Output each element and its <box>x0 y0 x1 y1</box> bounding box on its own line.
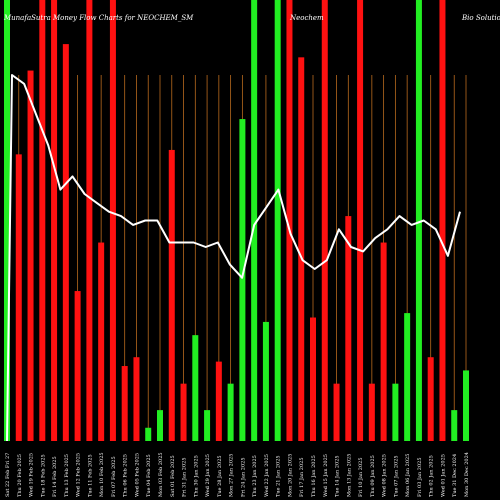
bar <box>451 410 458 441</box>
x-tick-label: Thu 23 Jan 2025 <box>252 455 258 497</box>
bar <box>298 57 305 442</box>
x-tick-label: Fri 07 Feb 2025 <box>111 456 117 497</box>
bar <box>39 0 46 441</box>
x-tick-label: Mon 30 Dec 2024 <box>464 452 470 497</box>
bar <box>27 70 34 441</box>
x-tick-label: Thu 09 Jan 2025 <box>370 455 376 497</box>
bar <box>368 383 375 441</box>
chart-title: MunafaSutra Money Flow Charts for NEOCHE… <box>3 14 194 22</box>
bar <box>168 149 175 441</box>
bar <box>62 44 69 441</box>
x-tick-label: Tue 07 Jan 2025 <box>393 455 399 497</box>
bar <box>227 383 234 441</box>
chart-title-right: Bio Solutions <box>461 14 500 22</box>
x-tick-label: Thu 06 Feb 2025 <box>123 454 129 497</box>
bar <box>404 313 411 441</box>
bar <box>180 383 187 441</box>
bar <box>121 366 128 441</box>
x-tick-label: Fri 10 Jan 2025 <box>358 457 364 497</box>
x-tick-label: Tue 14 Jan 2025 <box>335 455 341 497</box>
x-tick-label: Tue 31 Dec 2024 <box>452 454 458 497</box>
bar <box>392 383 399 441</box>
x-tick-label: Tue 21 Jan 2025 <box>276 455 282 497</box>
x-tick-label: Sat 22 Feb Fri 27 <box>5 453 11 497</box>
bar <box>251 0 258 441</box>
x-tick-label: Tue 11 Feb 2025 <box>87 454 93 497</box>
x-tick-label: Wed 01 Jan 2025 <box>441 454 447 497</box>
bar <box>357 0 364 441</box>
x-tick-label: Thu 30 Jan 2025 <box>193 455 199 497</box>
bar <box>204 410 211 441</box>
x-tick-label: Mon 20 Jan 2025 <box>288 454 294 497</box>
bar <box>74 291 81 441</box>
bar <box>109 0 116 441</box>
x-tick-label: Fri 17 Jan 2025 <box>299 457 305 497</box>
x-tick-label: Wed 12 Feb 2025 <box>76 453 82 497</box>
x-tick-label: Fri 24 Jan 2025 <box>240 457 246 497</box>
bar <box>86 0 93 441</box>
x-tick-label: Mon 13 Jan 2025 <box>346 454 352 497</box>
x-tick-label: Fri 14 Feb 2025 <box>52 456 58 497</box>
x-tick-label: Fri 31 Jan 2025 <box>182 457 188 497</box>
bar <box>345 216 352 441</box>
bar <box>286 0 293 441</box>
x-tick-label: Thu 02 Jan 2025 <box>429 455 435 497</box>
x-tick-label: Fri 03 Jan 2025 <box>417 457 423 497</box>
x-tick-labels: Sat 22 Feb Fri 27 Thu 20 Feb 2025 Wed 19 F… <box>5 452 470 497</box>
money-flow-line <box>6 74 461 442</box>
x-tick-label: Mon 06 Jan 2025 <box>405 454 411 497</box>
x-tick-label: Thu 13 Feb 2025 <box>64 454 70 497</box>
bar <box>274 0 281 441</box>
bar <box>439 0 446 441</box>
bar <box>310 317 316 441</box>
x-tick-label: Wed 22 Jan 2025 <box>264 454 270 497</box>
bar <box>380 242 387 441</box>
bar <box>51 0 58 441</box>
bar <box>15 154 22 441</box>
money-flow-line-group <box>6 74 461 442</box>
bar <box>415 0 422 441</box>
bar <box>321 0 328 441</box>
bar <box>215 361 222 441</box>
bar <box>192 335 199 441</box>
x-tick-label: Tue 18 Feb 2025 <box>40 454 46 497</box>
bar <box>133 357 140 441</box>
x-tick-label: Wed 29 Jan 2025 <box>205 454 211 497</box>
x-tick-label: Wed 05 Feb 2025 <box>135 453 141 497</box>
x-tick-label: Tue 04 Feb 2025 <box>146 454 152 497</box>
x-tick-label: Sat 01 Feb 2025 <box>170 455 176 497</box>
bar <box>427 357 434 441</box>
x-tick-label: Mon 10 Feb 2025 <box>99 452 105 497</box>
x-tick-label: Tue 28 Jan 2025 <box>217 455 223 497</box>
x-tick-label: Thu 20 Feb 2025 <box>17 454 23 497</box>
chart-title-middle: Neochem <box>289 14 324 22</box>
bar <box>157 410 163 441</box>
bar <box>98 242 105 441</box>
bar <box>463 370 469 441</box>
bar <box>333 383 340 441</box>
bar <box>239 119 246 441</box>
x-tick-label: Thu 16 Jan 2025 <box>311 455 317 497</box>
x-tick-label: Wed 19 Feb 2025 <box>29 453 35 497</box>
x-tick-label: Wed 08 Jan 2025 <box>382 454 388 497</box>
bar <box>145 427 152 441</box>
bar <box>4 0 10 441</box>
bars-group <box>4 0 469 442</box>
bar <box>262 321 269 441</box>
x-tick-label: Mon 27 Jan 2025 <box>229 454 235 497</box>
x-tick-label: Mon 03 Feb 2025 <box>158 452 164 497</box>
x-tick-label: Wed 15 Jan 2025 <box>323 454 329 497</box>
